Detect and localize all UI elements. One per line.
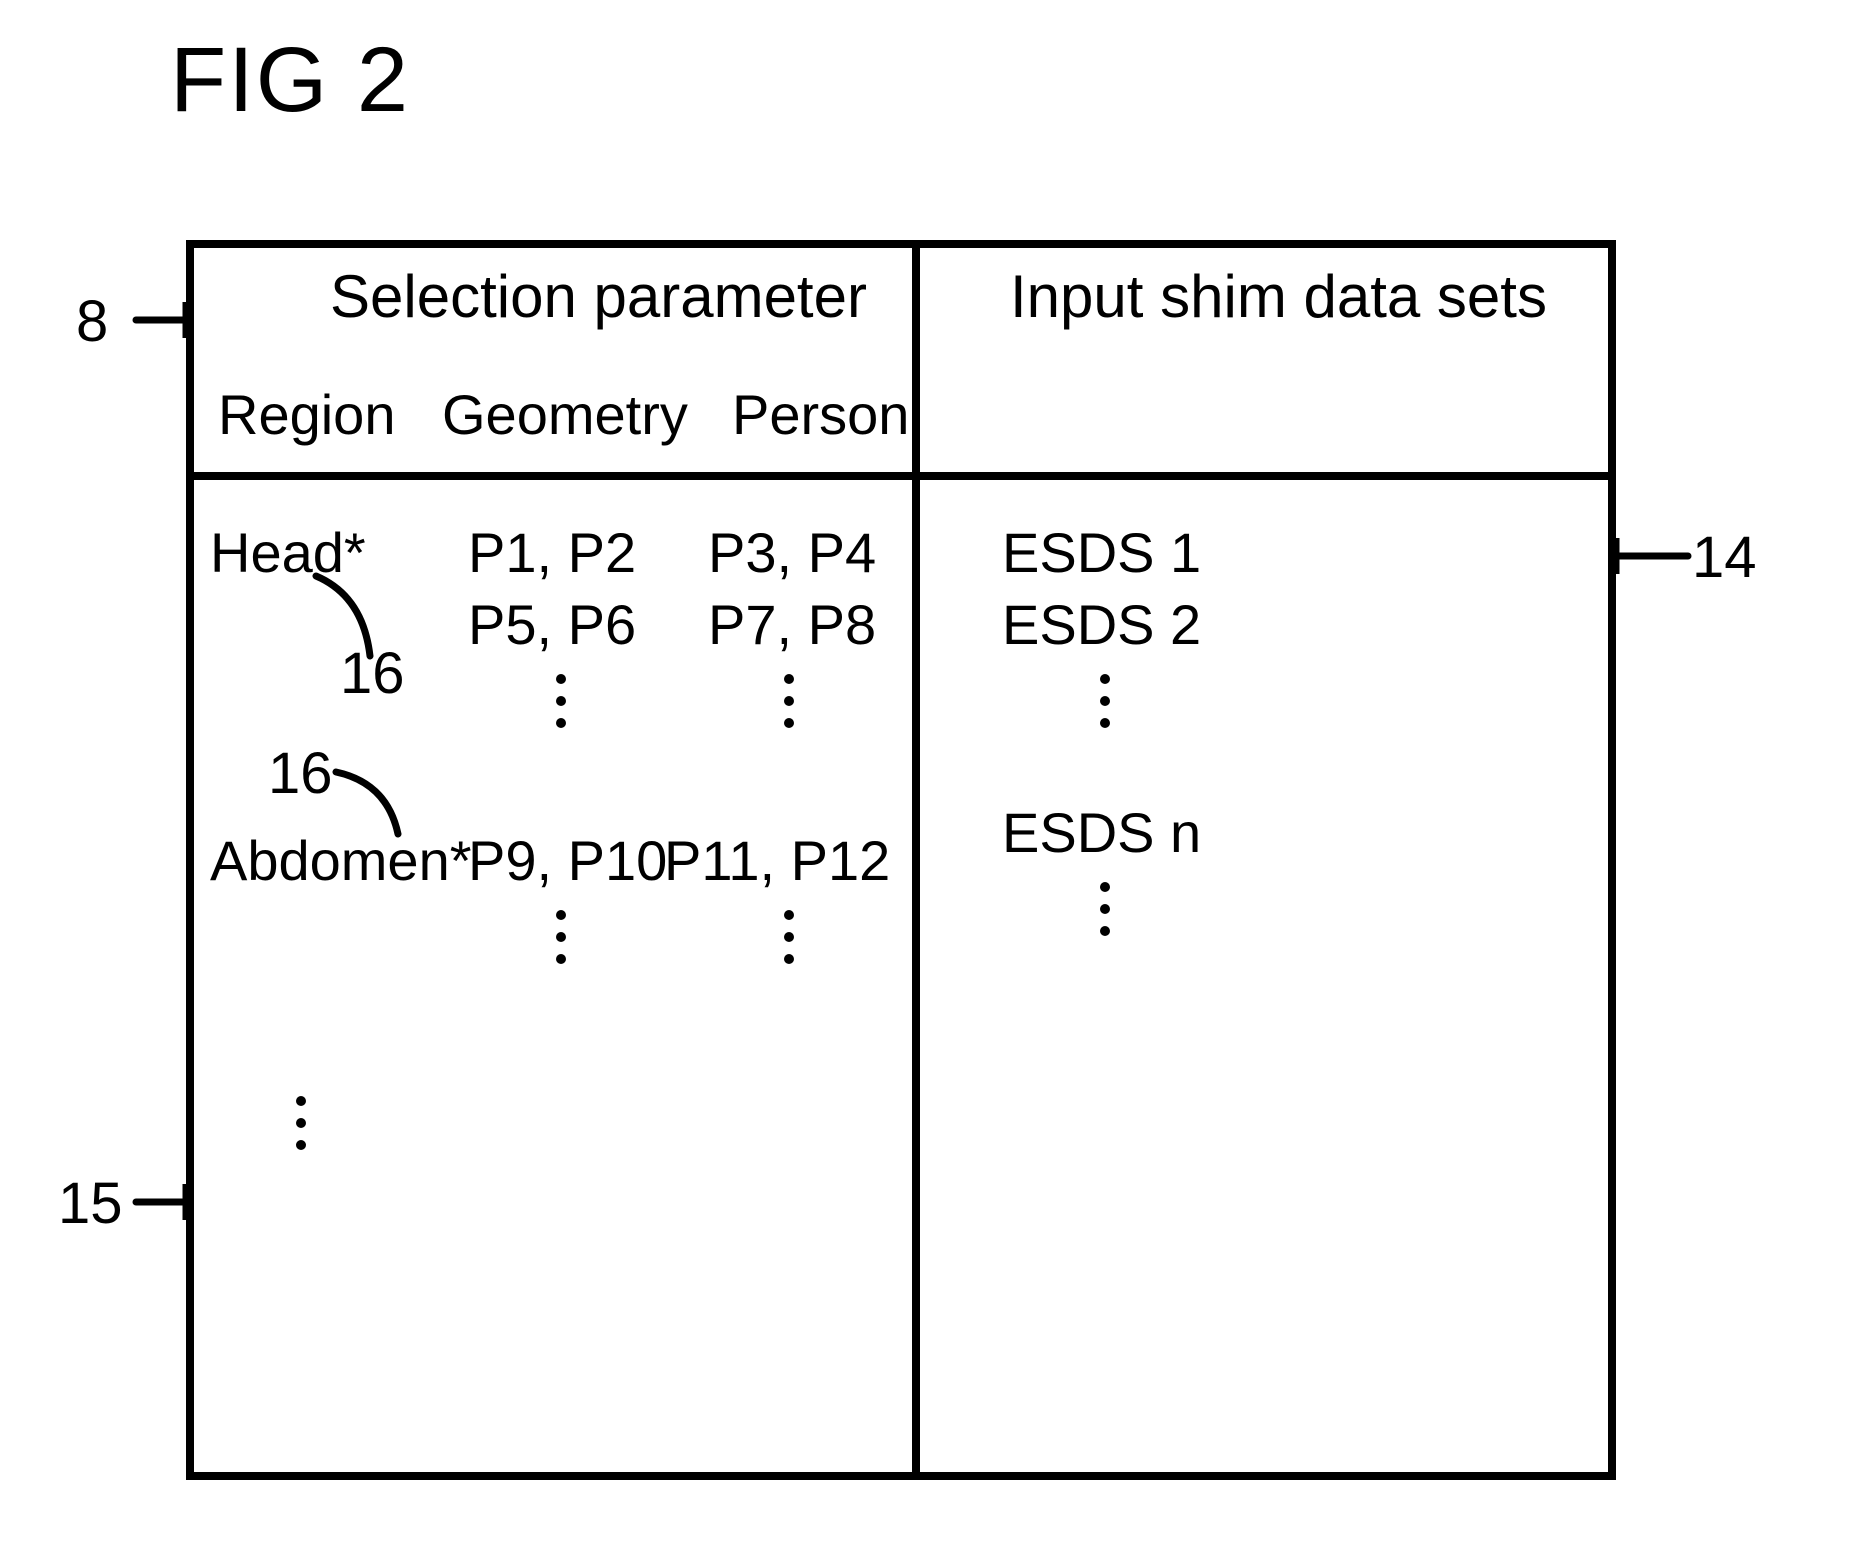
- leader-lines: [0, 0, 1867, 1548]
